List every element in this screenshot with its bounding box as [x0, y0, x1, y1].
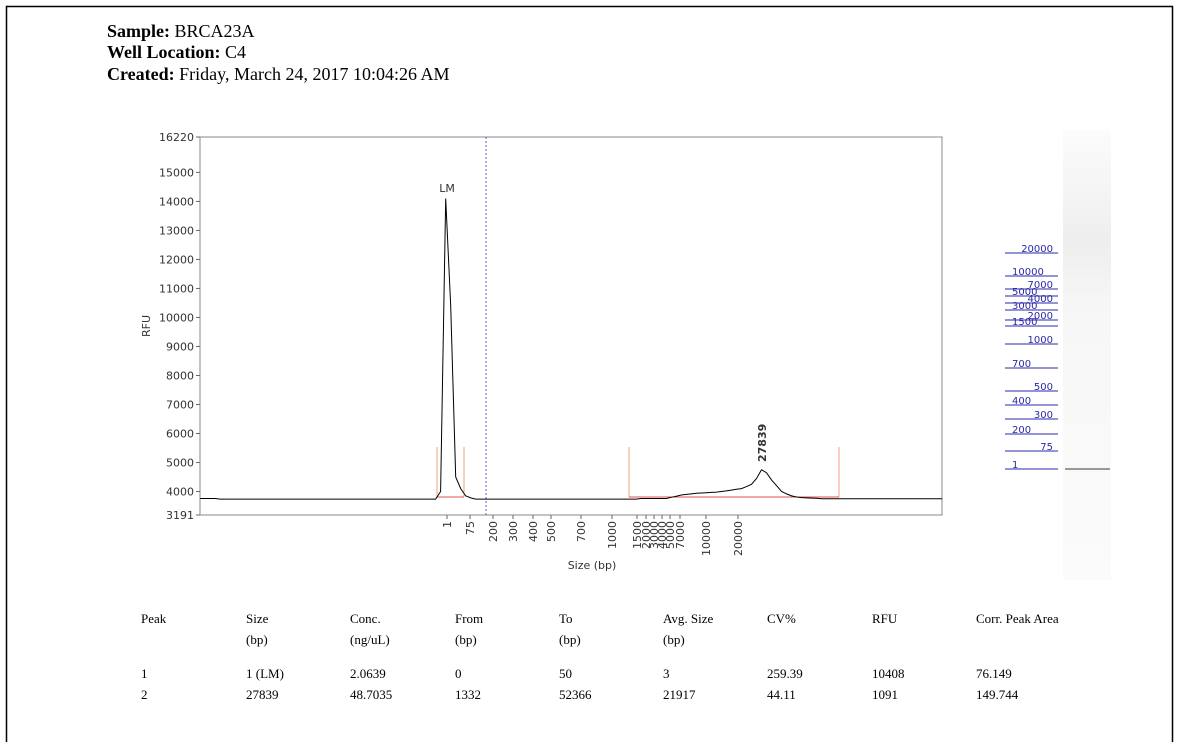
table-cell: 259.39 — [767, 666, 803, 681]
value: Friday, March 24, 2017 10:04:26 AM — [179, 64, 449, 84]
y-tick-label: 13000 — [159, 224, 194, 237]
x-tick-label: 300 — [507, 521, 520, 542]
table-cell: 3 — [663, 666, 670, 681]
trace — [200, 199, 942, 500]
table-cell: 1 — [141, 666, 148, 681]
table-header: (bp) — [559, 632, 581, 647]
x-tick-label: 10000 — [700, 521, 713, 556]
table-header: (ng/uL) — [350, 632, 390, 647]
y-tick-label: 11000 — [159, 282, 194, 295]
table-cell: 27839 — [246, 687, 279, 702]
table-cell: 10408 — [872, 666, 905, 681]
x-tick-label: 1000 — [606, 521, 619, 549]
table-cell: 50 — [559, 666, 572, 681]
table-cell: 2.0639 — [350, 666, 386, 681]
integration-markers — [437, 447, 839, 497]
x-tick-label: 400 — [527, 521, 540, 542]
well-line: Well Location: C4 — [107, 42, 246, 62]
table-header: Conc. — [350, 611, 381, 626]
y-tick-label: 9000 — [166, 340, 194, 353]
created-line: Created: Friday, March 24, 2017 10:04:26… — [107, 64, 449, 84]
y-tick-label: 15000 — [159, 166, 194, 179]
peak-label: LM — [439, 182, 455, 195]
table-cell: 1 (LM) — [246, 666, 284, 681]
peak-label: 27839 — [756, 424, 769, 462]
y-tick-label: 5000 — [166, 457, 194, 470]
sample-line: Sample: BRCA23A — [107, 21, 255, 41]
table-cell: 76.149 — [976, 666, 1012, 681]
x-axis-label: Size (bp) — [568, 559, 617, 572]
x-tick-label: 700 — [575, 521, 588, 542]
table-header: Peak — [141, 611, 167, 626]
peak-table: Peak Size (bp) Conc. (ng/uL) From (bp) To (bp) Av… — [141, 611, 1059, 702]
ladder-label: 400 — [1012, 396, 1031, 407]
table-cell: 1332 — [455, 687, 481, 702]
ladder-label: 20000 — [1021, 244, 1053, 255]
ladder-label: 1500 — [1012, 317, 1037, 328]
table-header: CV% — [767, 611, 796, 626]
label: Sample: — [107, 21, 170, 41]
report: Sample: BRCA23A Well Location: C4 Create… — [0, 0, 1179, 742]
y-tick-label: 4000 — [166, 486, 194, 499]
x-tick-label: 200 — [487, 521, 500, 542]
y-tick-label: 12000 — [159, 253, 194, 266]
ladder-label: 10000 — [1012, 267, 1044, 278]
y-tick-label: 10000 — [159, 311, 194, 324]
y-tick-label: 14000 — [159, 195, 194, 208]
y-tick-label: 6000 — [166, 428, 194, 441]
ladder-label: 300 — [1034, 410, 1053, 421]
value: BRCA23A — [175, 21, 255, 41]
y-tick-label: 16220 — [159, 131, 194, 144]
x-tick-label: 500 — [545, 521, 558, 542]
ladder-label: 1000 — [1028, 335, 1053, 346]
ladder-label: 500 — [1034, 382, 1053, 393]
plot-frame — [200, 137, 942, 515]
ladder-label: 1 — [1012, 460, 1018, 471]
value: C4 — [225, 42, 246, 62]
table-header: (bp) — [663, 632, 685, 647]
table-cell: 21917 — [663, 687, 696, 702]
table-header: RFU — [872, 611, 898, 626]
table-header: Avg. Size — [663, 611, 714, 626]
x-tick-label: 1 — [441, 521, 454, 528]
y-tick-label: 8000 — [166, 369, 194, 382]
y-axis-label: RFU — [140, 315, 153, 337]
ladder-label: 200 — [1012, 425, 1031, 436]
table-cell: 52366 — [559, 687, 592, 702]
table-header: (bp) — [246, 632, 268, 647]
y-tick-label: 7000 — [166, 398, 194, 411]
table-cell: 44.11 — [767, 687, 796, 702]
table-cell: 48.7035 — [350, 687, 392, 702]
x-tick-label: 7000 — [674, 521, 687, 549]
ladder-label: 700 — [1012, 359, 1031, 370]
x-tick-label: 20000 — [732, 521, 745, 556]
x-tick-label: 75 — [464, 521, 477, 535]
table-cell: 1091 — [872, 687, 898, 702]
table-cell: 149.744 — [976, 687, 1019, 702]
table-cell: 2 — [141, 687, 148, 702]
y-tick-label: 3191 — [166, 509, 194, 522]
table-cell: 0 — [455, 666, 462, 681]
ladder-label: 75 — [1040, 442, 1053, 453]
table-header: Corr. Peak Area — [976, 611, 1059, 626]
table-header: Size — [246, 611, 269, 626]
table-header: (bp) — [455, 632, 477, 647]
label: Created: — [107, 64, 175, 84]
gel-lane — [1063, 130, 1111, 580]
label: Well Location: — [107, 42, 221, 62]
table-header: From — [455, 611, 483, 626]
table-header: To — [559, 611, 573, 626]
